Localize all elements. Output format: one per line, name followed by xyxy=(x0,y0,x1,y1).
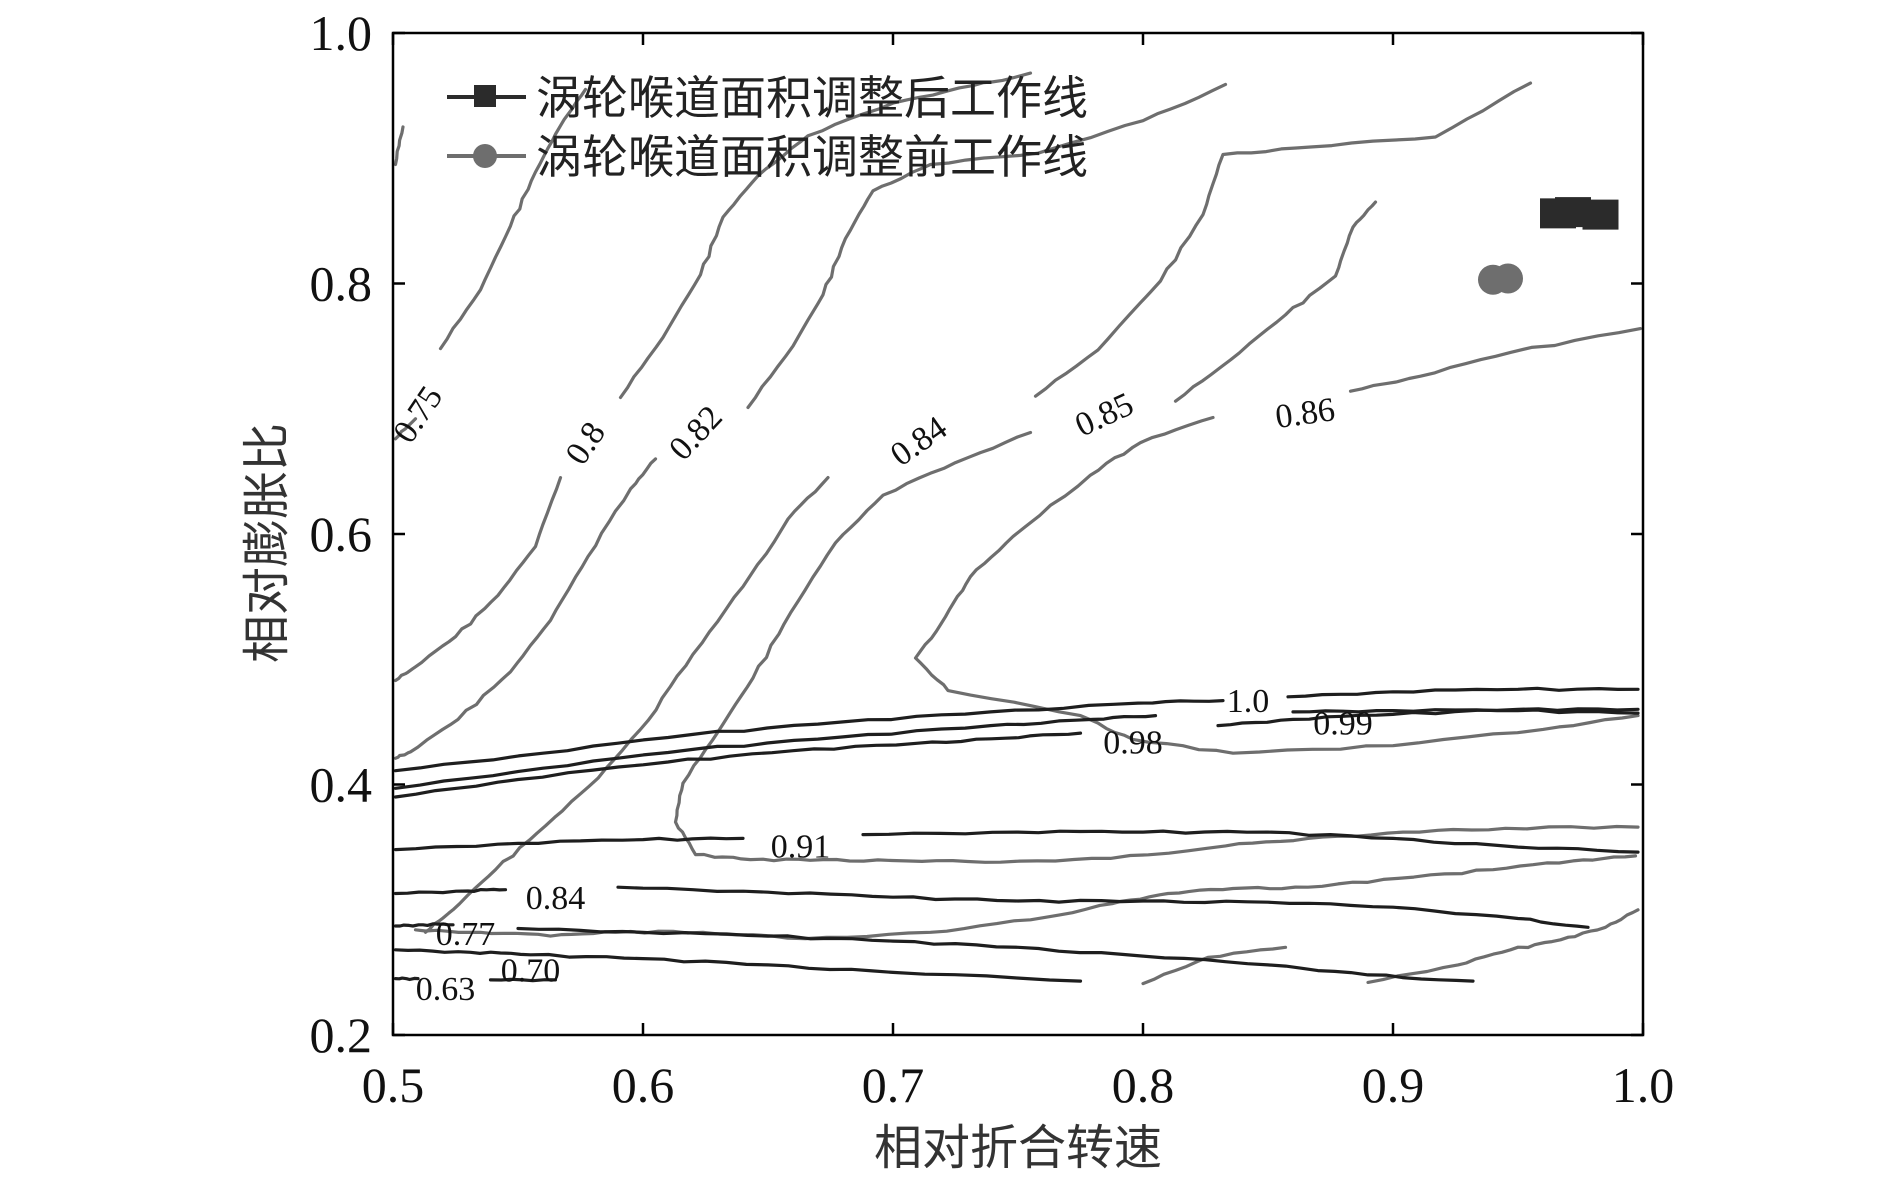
flow-contour-label-0_70: 0.70 xyxy=(501,952,561,989)
efficiency-contour-label-0_86: 0.86 xyxy=(1273,391,1337,436)
efficiency-contour-0_8-3 xyxy=(393,476,563,683)
efficiency-contour-label-0_8: 0.8 xyxy=(559,416,613,472)
flow-contour-label-1_0: 1.0 xyxy=(1227,683,1270,720)
y-tick-label-2: 0.6 xyxy=(310,506,373,562)
x-tick-label-5: 1.0 xyxy=(1612,1057,1675,1113)
efficiency-contour-0_85-12 xyxy=(681,430,1033,785)
flow-contour-label-0_84: 0.84 xyxy=(526,880,586,917)
flow-contour-label-0_91: 0.91 xyxy=(771,828,831,865)
flow-contour-label-0_77: 0.77 xyxy=(436,916,496,953)
flow-contour-0_99-2 xyxy=(393,714,1158,790)
axes: 0.5 0.6 0.7 0.8 0.9 1.0 0.2 0.4 0.6 0.8 1.0 xyxy=(310,5,1675,1113)
flow-contour-0_77-11 xyxy=(516,926,1475,983)
efficiency-contour-0_84-10 xyxy=(1033,81,1533,398)
x-tick-label-4: 0.9 xyxy=(1362,1057,1425,1113)
efficiency-contour-0_84-9 xyxy=(423,476,830,934)
flow-contour-0_84-9 xyxy=(616,885,1590,929)
flow-contour-0_77-10 xyxy=(393,922,455,928)
y-tick-label-1: 0.4 xyxy=(310,757,373,813)
flow-contour-0_98-5 xyxy=(1216,707,1640,728)
efficiency-contour-label-0_85: 0.85 xyxy=(1070,386,1140,445)
efficiency-contour-0_82-8 xyxy=(1366,908,1640,984)
y-tick-label-0: 0.2 xyxy=(310,1007,373,1063)
legend-label-before: 涡轮喉道面积调整前工作线 xyxy=(536,130,1088,184)
legend-marker-square xyxy=(474,85,496,107)
efficiency-contour-0_85-11 xyxy=(673,781,1640,864)
efficiency-contour-label-0_84: 0.84 xyxy=(884,409,954,473)
y-tick-label-3: 0.8 xyxy=(310,256,373,312)
x-axis-title: 相对折合转速 xyxy=(874,1120,1162,1176)
efficiency-contour-0_85-13 xyxy=(1173,200,1378,403)
efficiency-contour-0_75-2 xyxy=(438,87,588,351)
flow-contour-0_84-8 xyxy=(393,887,508,896)
efficiency-contour-0_82-5 xyxy=(393,457,658,760)
flow-contour-label-0_63: 0.63 xyxy=(416,971,476,1008)
flow-contour-label-0_98: 0.98 xyxy=(1103,724,1163,761)
after-point-2 xyxy=(1582,199,1619,230)
y-axis-title: 相对膨胀比 xyxy=(239,423,295,663)
x-tick-label-3: 0.8 xyxy=(1112,1057,1175,1113)
x-tick-label-2: 0.7 xyxy=(862,1057,925,1113)
plot-area: 0.75 0.8 0.82 0.84 0.85 0.861.00.990.980.910.… xyxy=(386,71,1643,1008)
efficiency-contour-0_8-4 xyxy=(618,71,1033,400)
flow-contour-0_91-7 xyxy=(861,829,1640,854)
flow-contour-0_99-3 xyxy=(1291,708,1640,715)
flow-contour-1_0-0 xyxy=(393,699,1225,773)
efficiency-contour-0_82-7 xyxy=(1141,945,1288,986)
contour-group xyxy=(393,71,1643,986)
flow-contour-0_91-6 xyxy=(393,836,745,852)
flow-contour-0_63-14 xyxy=(488,977,558,983)
flow-contour-label-0_99: 0.99 xyxy=(1313,706,1373,743)
x-tick-label-1: 0.6 xyxy=(612,1057,675,1113)
efficiency-contour-0_86-16 xyxy=(1348,327,1643,393)
efficiency-contour-0_86-14 xyxy=(413,854,1638,941)
x-tick-label-0: 0.5 xyxy=(362,1057,425,1113)
legend: 涡轮喉道面积调整后工作线 涡轮喉道面积调整前工作线 xyxy=(447,71,1088,184)
flow-contour-0_98-4 xyxy=(393,731,1083,799)
flow-contour-0_70-12 xyxy=(393,948,1083,983)
efficiency-contour-0_75-0 xyxy=(393,125,405,167)
legend-marker-circle xyxy=(473,144,497,168)
efficiency-contour-0_75-1 xyxy=(393,417,418,441)
y-tick-label-4: 1.0 xyxy=(310,5,373,61)
flow-contour-1_0-1 xyxy=(1286,686,1640,699)
before-point-1 xyxy=(1493,263,1523,294)
flow-contour-0_63-13 xyxy=(393,976,420,982)
efficiency-contour-0_82-6 xyxy=(746,82,1228,410)
legend-label-after: 涡轮喉道面积调整后工作线 xyxy=(536,71,1088,125)
efficiency-contour-0_86-15 xyxy=(913,415,1640,755)
efficiency-contour-label-0_82: 0.82 xyxy=(662,399,730,468)
